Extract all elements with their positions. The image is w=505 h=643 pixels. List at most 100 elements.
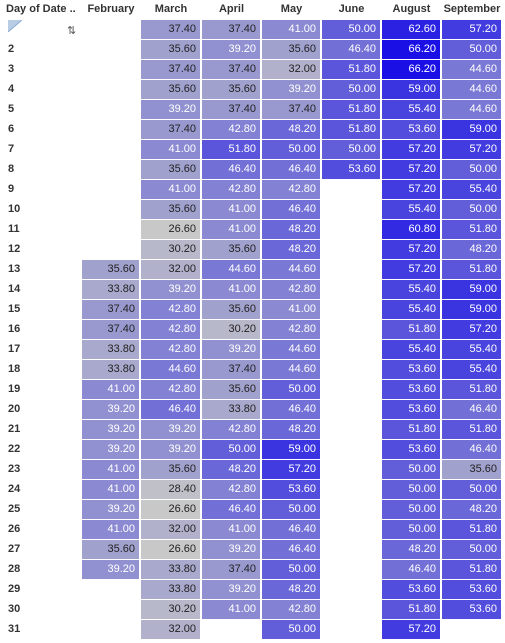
heatmap-cell[interactable]: 46.40 [262,160,321,180]
heatmap-cell[interactable]: 35.60 [442,460,502,480]
heatmap-cell[interactable]: 46.40 [262,540,321,560]
heatmap-cell[interactable]: 44.60 [262,260,321,280]
heatmap-cell[interactable]: 32.00 [141,520,201,540]
heatmap-cell[interactable]: 57.20 [442,320,502,340]
heatmap-cell[interactable]: 48.20 [262,120,321,140]
heatmap-cell[interactable]: 50.00 [442,160,502,180]
heatmap-cell[interactable]: 55.40 [382,200,441,220]
heatmap-cell[interactable]: 39.20 [141,420,201,440]
heatmap-cell[interactable]: 33.80 [82,360,140,380]
heatmap-cell[interactable]: 59.00 [442,280,502,300]
heatmap-cell[interactable]: 39.20 [82,440,140,460]
heatmap-cell[interactable]: 59.00 [262,440,321,460]
heatmap-cell[interactable]: 35.60 [202,300,261,320]
header-day-of-date[interactable]: Day of Date .. [6,3,76,15]
heatmap-cell[interactable]: 46.40 [141,400,201,420]
column-header-february[interactable]: February [87,3,135,15]
heatmap-cell[interactable]: 39.20 [141,100,201,120]
heatmap-cell[interactable]: 51.80 [442,420,502,440]
heatmap-cell[interactable]: 26.60 [141,500,201,520]
heatmap-cell[interactable]: 51.80 [442,380,502,400]
heatmap-cell[interactable]: 55.40 [382,340,441,360]
heatmap-cell[interactable]: 51.80 [442,260,502,280]
heatmap-cell[interactable]: 50.00 [262,140,321,160]
heatmap-cell[interactable]: 42.80 [262,280,321,300]
heatmap-cell[interactable]: 50.00 [322,20,381,40]
heatmap-cell[interactable]: 66.20 [382,40,441,60]
heatmap-cell[interactable]: 53.60 [322,160,381,180]
heatmap-cell[interactable]: 32.00 [141,260,201,280]
heatmap-cell[interactable]: 57.20 [442,140,502,160]
heatmap-cell[interactable]: 41.00 [82,460,140,480]
heatmap-cell[interactable]: 44.60 [202,260,261,280]
heatmap-cell[interactable]: 57.20 [382,240,441,260]
heatmap-cell[interactable]: 50.00 [442,40,502,60]
heatmap-cell[interactable]: 35.60 [141,160,201,180]
heatmap-cell[interactable]: 57.20 [262,460,321,480]
heatmap-cell[interactable]: 53.60 [262,480,321,500]
heatmap-cell[interactable]: 46.40 [262,400,321,420]
heatmap-cell[interactable]: 35.60 [262,40,321,60]
heatmap-cell[interactable]: 51.80 [322,60,381,80]
heatmap-cell[interactable]: 39.20 [202,580,261,600]
heatmap-cell[interactable]: 41.00 [141,140,201,160]
heatmap-cell[interactable]: 51.80 [322,120,381,140]
heatmap-cell[interactable]: 30.20 [202,320,261,340]
column-header-august[interactable]: August [392,3,431,15]
heatmap-cell[interactable]: 48.20 [202,460,261,480]
heatmap-cell[interactable]: 57.20 [382,140,441,160]
heatmap-cell[interactable]: 51.80 [382,320,441,340]
column-header-june[interactable]: June [338,3,365,15]
heatmap-cell[interactable]: 53.60 [382,360,441,380]
heatmap-cell[interactable]: 26.60 [141,220,201,240]
heatmap-cell[interactable]: 32.00 [262,60,321,80]
heatmap-cell[interactable]: 41.00 [141,180,201,200]
heatmap-cell[interactable]: 39.20 [202,540,261,560]
heatmap-cell[interactable]: 46.40 [322,40,381,60]
heatmap-cell[interactable]: 50.00 [442,540,502,560]
heatmap-cell[interactable]: 44.60 [442,60,502,80]
heatmap-cell[interactable]: 41.00 [202,220,261,240]
heatmap-cell[interactable]: 42.80 [262,600,321,620]
heatmap-cell[interactable]: 51.80 [202,140,261,160]
heatmap-cell[interactable]: 42.80 [202,480,261,500]
heatmap-cell[interactable]: 44.60 [442,80,502,100]
heatmap-cell[interactable]: 66.20 [382,60,441,80]
heatmap-cell[interactable]: 53.60 [382,120,441,140]
heatmap-cell[interactable]: 35.60 [82,540,140,560]
heatmap-cell[interactable]: 50.00 [322,80,381,100]
heatmap-cell[interactable]: 37.40 [141,60,201,80]
heatmap-cell[interactable]: 35.60 [202,380,261,400]
heatmap-cell[interactable]: 50.00 [382,500,441,520]
heatmap-cell[interactable]: 50.00 [442,200,502,220]
heatmap-cell[interactable]: 48.20 [262,240,321,260]
heatmap-cell[interactable]: 42.80 [202,120,261,140]
heatmap-cell[interactable]: 55.40 [442,360,502,380]
heatmap-cell[interactable]: 35.60 [141,200,201,220]
heatmap-cell[interactable]: 46.40 [382,560,441,580]
heatmap-cell[interactable]: 48.20 [382,540,441,560]
heatmap-cell[interactable]: 35.60 [141,80,201,100]
heatmap-cell[interactable]: 39.20 [82,420,140,440]
heatmap-cell[interactable]: 37.40 [202,100,261,120]
heatmap-cell[interactable]: 26.60 [141,540,201,560]
heatmap-cell[interactable]: 59.00 [442,120,502,140]
heatmap-cell[interactable]: 42.80 [141,380,201,400]
heatmap-cell[interactable]: 44.60 [141,360,201,380]
heatmap-cell[interactable]: 57.20 [382,260,441,280]
heatmap-cell[interactable]: 42.80 [262,320,321,340]
heatmap-cell[interactable]: 33.80 [82,340,140,360]
heatmap-cell[interactable]: 46.40 [262,200,321,220]
heatmap-cell[interactable]: 51.80 [382,420,441,440]
heatmap-cell[interactable]: 57.20 [442,20,502,40]
heatmap-cell[interactable]: 35.60 [141,40,201,60]
heatmap-cell[interactable]: 37.40 [202,20,261,40]
heatmap-cell[interactable]: 53.60 [442,600,502,620]
heatmap-cell[interactable]: 41.00 [82,520,140,540]
heatmap-cell[interactable]: 37.40 [262,100,321,120]
heatmap-cell[interactable]: 37.40 [141,120,201,140]
heatmap-cell[interactable]: 48.20 [262,220,321,240]
heatmap-cell[interactable]: 46.40 [262,520,321,540]
heatmap-cell[interactable]: 53.60 [382,400,441,420]
heatmap-cell[interactable]: 37.40 [202,360,261,380]
